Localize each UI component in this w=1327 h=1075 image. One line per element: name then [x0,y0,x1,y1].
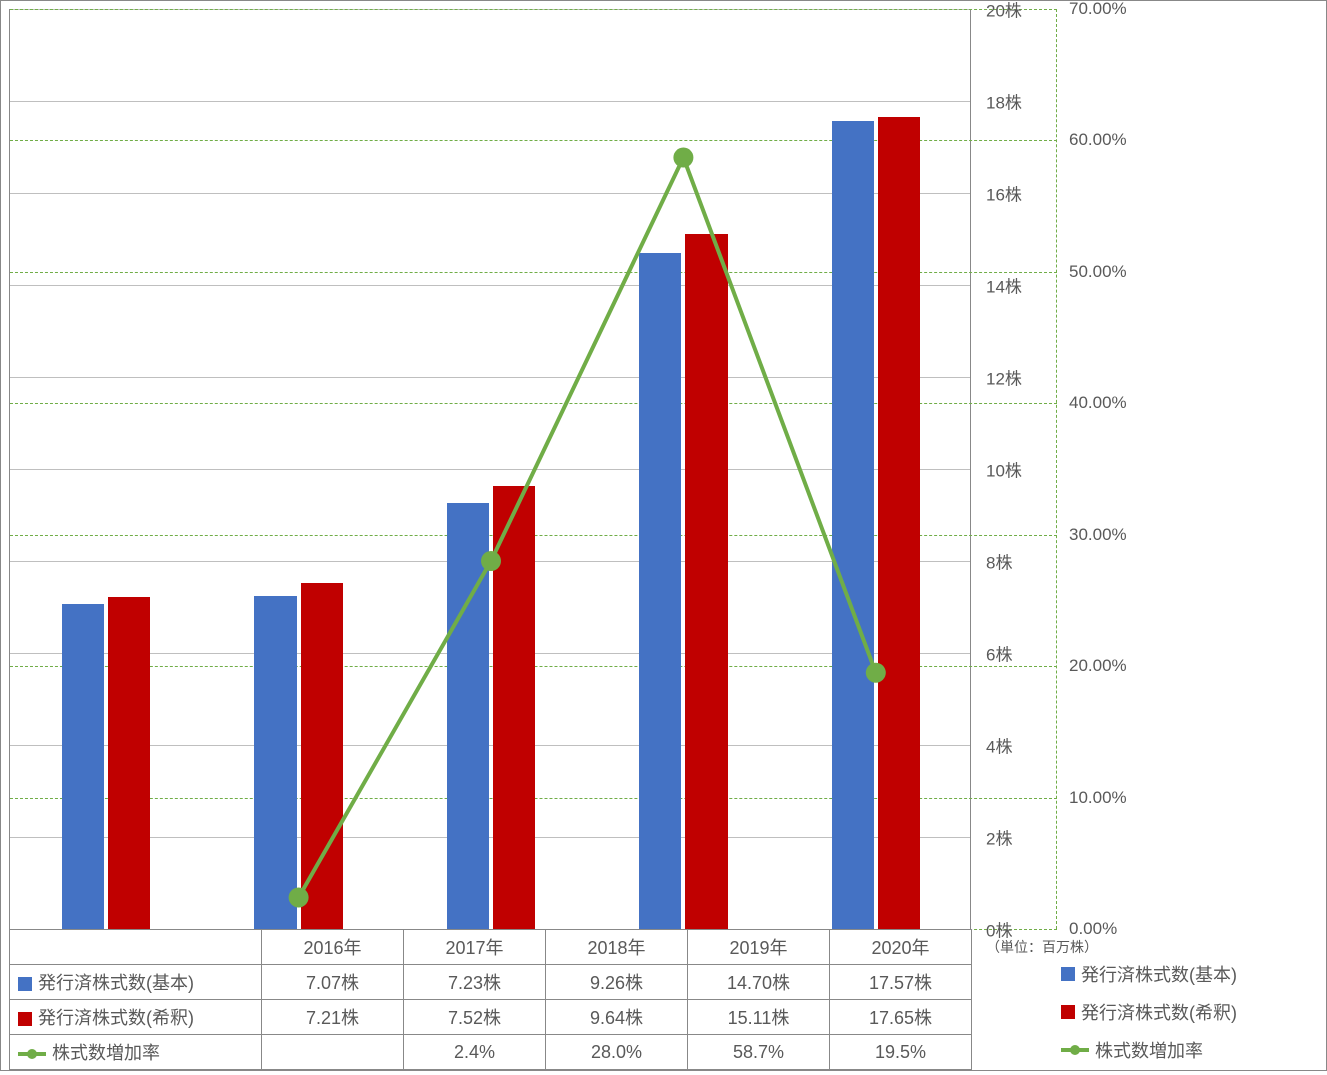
secondary-axis-tick-label: 40.00% [1069,393,1127,413]
table-header-row: 2016年2017年2018年2019年2020年 [10,930,972,965]
growth-marker [289,887,309,907]
table-cell: 2.4% [404,1035,546,1070]
table-cell: 9.64株 [546,1000,688,1035]
table-cell [262,1035,404,1070]
primary-axis-tick-label: 8株 [986,549,1012,574]
table-cell: 9.26株 [546,965,688,1000]
secondary-axis-tick-label: 0.00% [1069,919,1117,939]
primary-axis-tick-label: 2株 [986,825,1012,850]
table-cell: 58.7% [688,1035,830,1070]
table-category-header: 2016年 [262,930,404,965]
table-row-diluted: 発行済株式数(希釈)7.21株7.52株9.64株15.11株17.65株 [10,1000,972,1035]
table-row-basic: 発行済株式数(基本)7.07株7.23株9.26株14.70株17.57株 [10,965,972,1000]
table-category-header: 2019年 [688,930,830,965]
table-cell: 7.07株 [262,965,404,1000]
table-cell: 15.11株 [688,1000,830,1035]
secondary-axis-tick-label: 60.00% [1069,130,1127,150]
primary-axis-tick-label: 12株 [986,365,1022,390]
primary-axis-tick-label: 20株 [986,0,1022,22]
plot-area [9,9,971,929]
secondary-axis-tick-label: 30.00% [1069,525,1127,545]
unit-note: （単位：百万株） [986,937,1098,957]
table-category-header: 2018年 [546,930,688,965]
legend-diluted: 発行済株式数(希釈) [10,1000,262,1035]
primary-axis-tick-label: 4株 [986,733,1012,758]
right-legend: 発行済株式数(基本) 発行済株式数(希釈) 株式数増加率 [1061,961,1237,1075]
table-row-growth: 株式数増加率 2.4%28.0%58.7%19.5% [10,1035,972,1070]
table-category-header: 2017年 [404,930,546,965]
primary-axis-tick-label: 6株 [986,641,1012,666]
chart-container: 0株2株4株6株8株10株12株14株16株18株20株 0.00%10.00%… [0,0,1327,1071]
primary-axis-tick-label: 14株 [986,273,1022,298]
growth-marker [481,551,501,571]
secondary-axis-tick-label: 10.00% [1069,788,1127,808]
table-cell: 28.0% [546,1035,688,1070]
primary-axis-tick-label: 16株 [986,181,1022,206]
secondary-axis-tick-label: 70.00% [1069,0,1127,19]
right-legend-basic: 発行済株式数(基本) [1061,961,1237,987]
legend-basic: 発行済株式数(基本) [10,965,262,1000]
primary-axis-tick-label: 18株 [986,89,1022,114]
growth-marker [866,663,886,683]
table-cell: 19.5% [830,1035,972,1070]
table-category-header: 2020年 [830,930,972,965]
growth-line [299,158,876,898]
secondary-axis-tick-label: 20.00% [1069,656,1127,676]
growth-line-layer [10,9,972,929]
primary-axis-tick-label: 10株 [986,457,1022,482]
right-legend-growth: 株式数増加率 [1061,1037,1237,1063]
table-cell: 17.57株 [830,965,972,1000]
data-table: 2016年2017年2018年2019年2020年発行済株式数(基本)7.07株… [9,929,972,1070]
growth-marker [673,148,693,168]
table-cell: 7.23株 [404,965,546,1000]
right-legend-diluted: 発行済株式数(希釈) [1061,999,1237,1025]
table-cell: 14.70株 [688,965,830,1000]
secondary-axis-line [1056,9,1057,929]
legend-growth: 株式数増加率 [10,1035,262,1070]
table-cell: 7.52株 [404,1000,546,1035]
table-cell: 17.65株 [830,1000,972,1035]
table-cell: 7.21株 [262,1000,404,1035]
secondary-axis-tick-label: 50.00% [1069,262,1127,282]
